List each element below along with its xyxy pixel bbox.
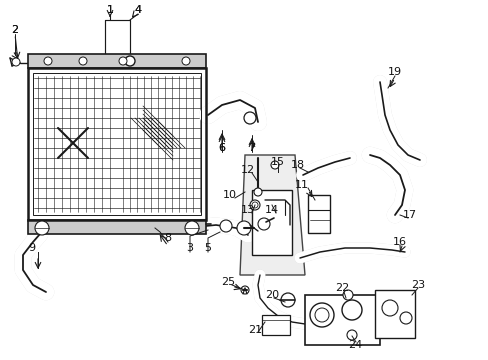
Bar <box>374 290 414 338</box>
Circle shape <box>35 221 49 235</box>
Circle shape <box>314 308 328 322</box>
Text: 1: 1 <box>106 5 113 15</box>
Bar <box>28 54 205 68</box>
Bar <box>262 315 289 335</box>
Circle shape <box>12 58 20 66</box>
Bar <box>28 220 205 234</box>
Text: 22: 22 <box>334 283 348 293</box>
Text: 19: 19 <box>387 67 401 77</box>
Circle shape <box>346 330 356 340</box>
Text: 2: 2 <box>11 25 19 35</box>
Text: 18: 18 <box>290 160 305 170</box>
Text: 10: 10 <box>223 190 237 200</box>
Circle shape <box>79 57 87 65</box>
Circle shape <box>119 57 127 65</box>
Circle shape <box>182 57 190 65</box>
Text: 9: 9 <box>28 243 36 253</box>
Circle shape <box>44 57 52 65</box>
Text: 25: 25 <box>221 277 235 287</box>
Text: 14: 14 <box>264 205 279 215</box>
Polygon shape <box>240 155 305 275</box>
Text: 2: 2 <box>11 25 19 35</box>
Bar <box>28 68 205 220</box>
Text: 4: 4 <box>134 5 141 15</box>
Bar <box>307 195 329 233</box>
Circle shape <box>253 188 262 196</box>
Text: 5: 5 <box>204 243 211 253</box>
Circle shape <box>341 300 361 320</box>
Circle shape <box>258 218 269 230</box>
Text: 24: 24 <box>347 340 362 350</box>
Bar <box>251 190 291 255</box>
Bar <box>305 295 379 345</box>
Circle shape <box>184 221 199 235</box>
Text: 16: 16 <box>392 237 406 247</box>
Circle shape <box>244 112 256 124</box>
Text: 1: 1 <box>106 5 113 15</box>
Circle shape <box>270 161 279 169</box>
Circle shape <box>399 312 411 324</box>
Circle shape <box>241 286 248 294</box>
Text: 21: 21 <box>247 325 262 335</box>
Text: 23: 23 <box>410 280 424 290</box>
Circle shape <box>220 220 231 232</box>
Text: 3: 3 <box>186 243 193 253</box>
Circle shape <box>381 300 397 316</box>
Text: 4: 4 <box>134 5 141 15</box>
Text: 20: 20 <box>264 290 279 300</box>
Circle shape <box>249 200 260 210</box>
Circle shape <box>281 293 294 307</box>
Text: 7: 7 <box>248 143 255 153</box>
Text: 11: 11 <box>294 180 308 190</box>
Text: 6: 6 <box>218 143 225 153</box>
Circle shape <box>237 221 250 235</box>
Text: 6: 6 <box>218 143 225 153</box>
Text: 15: 15 <box>270 157 285 167</box>
Text: 8: 8 <box>164 233 171 243</box>
Bar <box>33 73 201 215</box>
Text: 13: 13 <box>241 205 254 215</box>
Text: 7: 7 <box>248 143 255 153</box>
Text: 17: 17 <box>402 210 416 220</box>
Circle shape <box>342 290 352 300</box>
Circle shape <box>251 202 258 208</box>
Circle shape <box>125 56 135 66</box>
Circle shape <box>309 303 333 327</box>
Bar <box>28 68 205 220</box>
Text: 12: 12 <box>241 165 255 175</box>
